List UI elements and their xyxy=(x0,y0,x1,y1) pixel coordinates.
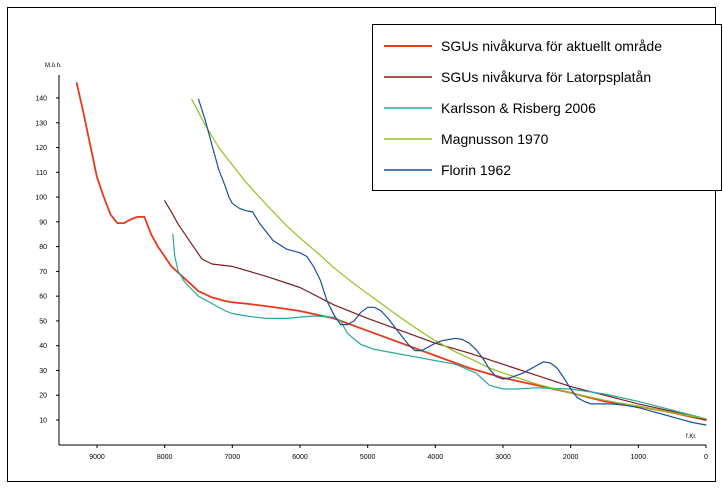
x-tick-label: 5000 xyxy=(360,454,376,461)
y-tick-label: 140 xyxy=(35,96,47,103)
x-tick-label: 6000 xyxy=(292,454,308,461)
x-tick-label: 0 xyxy=(704,454,708,461)
series-line-1 xyxy=(75,82,707,421)
y-tick-label: 70 xyxy=(39,269,47,276)
legend: SGUs nivåkurva för aktuellt område SGUs n… xyxy=(372,24,722,191)
series-line-2 xyxy=(164,200,707,421)
y-tick-label: 40 xyxy=(39,343,47,350)
y-tick-label: 120 xyxy=(35,145,47,152)
y-tick-label: 100 xyxy=(35,195,47,202)
legend-label: Karlsson & Risberg 2006 xyxy=(441,100,596,116)
y-tick-label: 90 xyxy=(39,219,47,226)
series-line-4 xyxy=(191,98,707,420)
y-tick-label: 10 xyxy=(39,418,47,425)
series-layer xyxy=(75,82,707,426)
y-tick-label: 60 xyxy=(39,294,47,301)
legend-label: Magnusson 1970 xyxy=(441,131,549,147)
x-tick-label: 2000 xyxy=(563,454,579,461)
y-tick-label: 130 xyxy=(35,120,47,127)
series-line-5 xyxy=(197,98,707,426)
y-tick-label: 20 xyxy=(39,393,47,400)
x-tick-label: 8000 xyxy=(157,454,173,461)
x-tick-label: 4000 xyxy=(428,454,444,461)
y-tick-label: 30 xyxy=(39,368,47,375)
y-axis-label: M.ö.h. xyxy=(45,63,62,69)
legend-label: SGUs nivåkurva för Latorpsplatån xyxy=(441,69,651,85)
x-tick-label: 1000 xyxy=(631,454,647,461)
y-tick-label: 110 xyxy=(36,170,47,177)
series-line-3 xyxy=(172,233,707,420)
legend-label: Florin 1962 xyxy=(441,162,511,178)
y-tick-label: 80 xyxy=(39,244,47,251)
x-tick-label: 3000 xyxy=(495,454,511,461)
y-tick-label: 50 xyxy=(39,318,47,325)
x-tick-label: 7000 xyxy=(225,454,241,461)
x-tick-label: 9000 xyxy=(89,454,105,461)
axes: 10 20 30 40 50 60 70 80 90 100 110 120 130 140 9000 800… xyxy=(35,63,708,461)
x-axis-label: f.Kr. xyxy=(686,434,697,440)
legend-label: SGUs nivåkurva för aktuellt område xyxy=(441,38,662,54)
